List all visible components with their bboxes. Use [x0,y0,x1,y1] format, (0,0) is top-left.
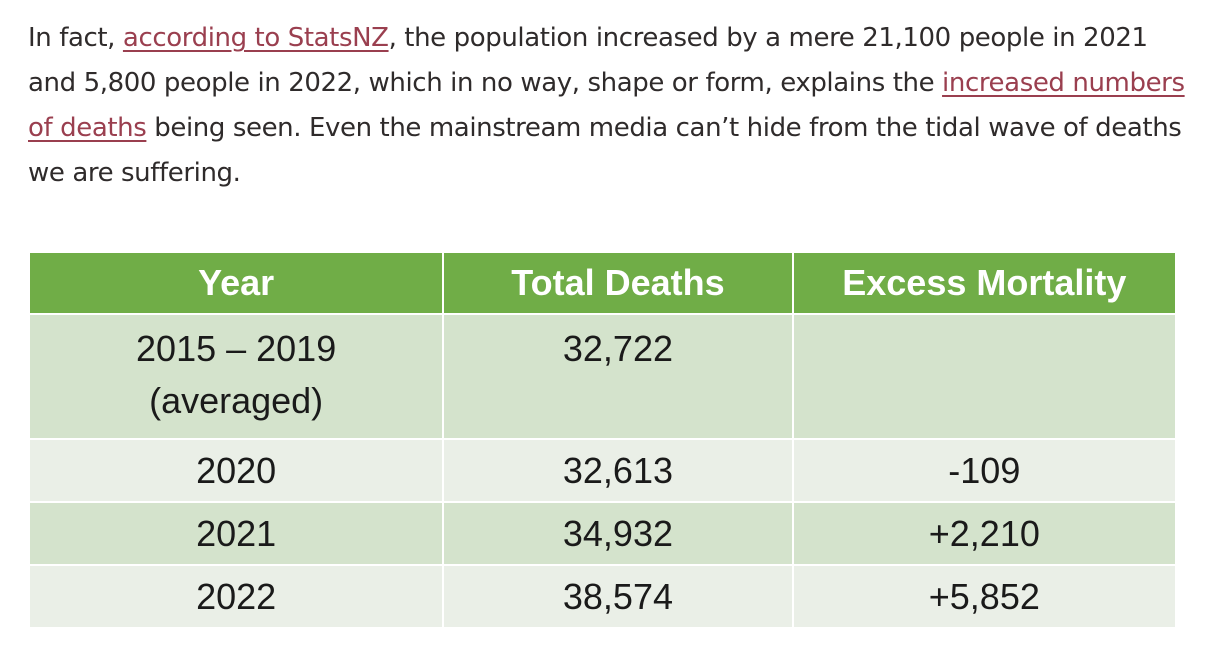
paragraph-text-3: being seen. Even the mainstream media ca… [28,113,1182,188]
table-row: 2022 38,574 +5,852 [27,564,1178,629]
paragraph-text-2: , the population increased by a mere 21,… [28,23,1148,98]
table-row: 2015 – 2019 (averaged) 32,722 [27,313,1178,440]
table-row: 2021 34,932 +2,210 [27,501,1178,566]
paragraph-text-1: In fact, [28,23,123,53]
cell-year: 2021 [27,501,445,566]
mortality-table: Year Total Deaths Excess Mortality 2015 … [27,251,1178,629]
table-header-row: Year Total Deaths Excess Mortality [27,251,1178,315]
table-row: 2020 32,613 -109 [27,438,1178,503]
cell-total-deaths: 32,613 [442,438,794,503]
cell-excess-mortality: +2,210 [791,501,1178,566]
header-excess-mortality: Excess Mortality [791,251,1178,315]
cell-excess-mortality [791,313,1178,440]
year-note: (averaged) [149,380,324,421]
cell-excess-mortality: +5,852 [791,564,1178,629]
statsnz-link[interactable]: according to StatsNZ [122,23,389,53]
cell-total-deaths: 32,722 [442,313,794,440]
cell-year: 2020 [27,438,445,503]
cell-total-deaths: 34,932 [442,501,794,566]
header-total-deaths: Total Deaths [442,251,794,315]
cell-total-deaths: 38,574 [442,564,794,629]
increased-deaths-link[interactable]: increased numbers of deaths [28,68,1185,143]
cell-excess-mortality: -109 [791,438,1178,503]
intro-paragraph: In fact, according to StatsNZ, the popul… [28,16,1188,196]
cell-year: 2015 – 2019 (averaged) [27,313,445,440]
cell-year: 2022 [27,564,445,629]
header-year: Year [27,251,445,315]
year-range: 2015 – 2019 [136,328,337,369]
